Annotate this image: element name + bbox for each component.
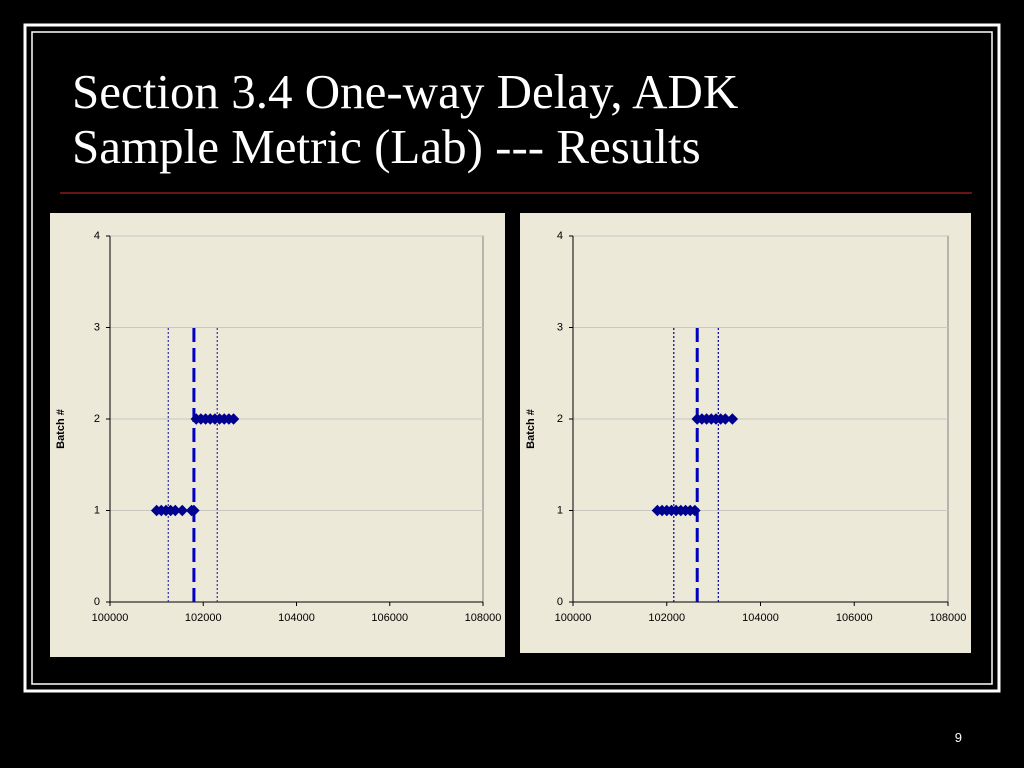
x-tick-label: 100000 xyxy=(555,612,592,624)
data-point xyxy=(227,413,240,425)
x-tick-label: 104000 xyxy=(742,612,779,624)
page-number: 9 xyxy=(955,730,962,745)
x-tick-label: 102000 xyxy=(648,612,685,624)
y-axis-label: Batch # xyxy=(55,409,67,449)
x-tick-label: 108000 xyxy=(930,612,967,624)
data-point xyxy=(689,504,701,517)
y-tick-label: 1 xyxy=(557,504,563,516)
y-tick-label: 4 xyxy=(94,230,100,242)
y-axis-label: Batch # xyxy=(525,409,537,449)
y-tick-label: 4 xyxy=(557,230,563,242)
y-tick-label: 0 xyxy=(94,596,100,608)
data-point xyxy=(188,504,200,517)
outer-frame xyxy=(23,23,1001,693)
y-tick-label: 1 xyxy=(94,504,100,516)
x-tick-label: 106000 xyxy=(836,612,873,624)
data-point xyxy=(726,413,739,425)
y-tick-label: 2 xyxy=(94,413,100,425)
inner-frame xyxy=(31,31,993,685)
x-tick-label: 106000 xyxy=(371,612,408,624)
slide-title-line: Section 3.4 One-way Delay, ADK xyxy=(72,64,738,119)
slide-title-line: Sample Metric (Lab) --- Results xyxy=(72,119,701,174)
y-tick-label: 2 xyxy=(557,413,563,425)
y-tick-label: 0 xyxy=(557,596,563,608)
x-tick-label: 108000 xyxy=(465,612,502,624)
y-tick-label: 3 xyxy=(94,321,100,333)
x-tick-label: 102000 xyxy=(185,612,222,624)
x-tick-label: 104000 xyxy=(278,612,315,624)
y-tick-label: 3 xyxy=(557,321,563,333)
x-tick-label: 100000 xyxy=(92,612,129,624)
